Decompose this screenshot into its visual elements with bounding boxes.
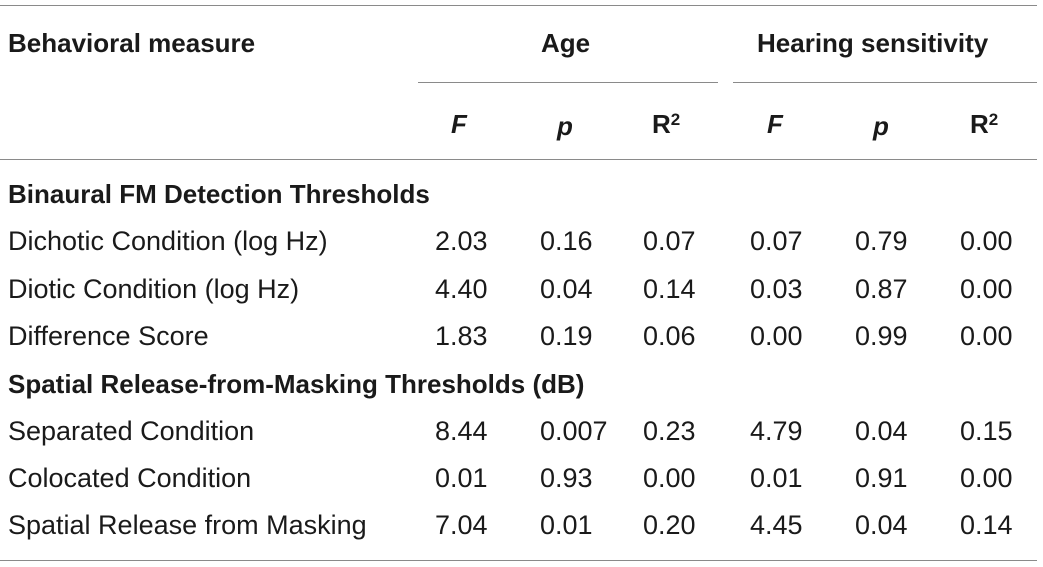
cell-f-age: 8.44	[435, 416, 488, 446]
cell-r2-age: 0.20	[643, 510, 696, 540]
stat-header-f-age: F	[451, 109, 467, 139]
cell-f-hearing: 4.79	[750, 416, 803, 446]
cell-f-age: 1.83	[435, 321, 488, 351]
age-group-rule	[418, 82, 718, 83]
cell-f-hearing: 0.03	[750, 274, 803, 304]
r-superscript: 2	[988, 110, 999, 129]
top-rule	[0, 5, 1037, 6]
row-label: Colocated Condition	[8, 463, 252, 493]
cell-f-hearing: 0.01	[750, 463, 803, 493]
cell-f-hearing: 0.00	[750, 321, 803, 351]
cell-f-age: 2.03	[435, 226, 488, 256]
r-letter: R	[652, 109, 671, 139]
section-title: Spatial Release-from-Masking Thresholds …	[8, 369, 585, 399]
cell-r2-hearing: 0.00	[960, 463, 1013, 493]
cell-r2-age: 0.06	[643, 321, 696, 351]
stat-header-p-age: p	[557, 111, 573, 141]
cell-p-hearing: 0.79	[855, 226, 908, 256]
row-label: Spatial Release from Masking	[8, 510, 367, 540]
cell-p-age: 0.16	[540, 226, 593, 256]
stat-header-f-hearing: F	[767, 109, 783, 139]
cell-p-age: 0.19	[540, 321, 593, 351]
cell-r2-age: 0.00	[643, 463, 696, 493]
stat-header-p-hearing: p	[873, 111, 889, 141]
cell-r2-hearing: 0.00	[960, 321, 1013, 351]
row-label: Difference Score	[8, 321, 209, 351]
cell-r2-age: 0.14	[643, 274, 696, 304]
cell-f-age: 7.04	[435, 510, 488, 540]
bottom-rule	[0, 560, 1037, 561]
cell-p-age: 0.93	[540, 463, 593, 493]
cell-f-hearing: 4.45	[750, 510, 803, 540]
cell-r2-hearing: 0.15	[960, 416, 1013, 446]
cell-p-age: 0.01	[540, 510, 593, 540]
r-letter: R	[970, 109, 989, 139]
cell-r2-hearing: 0.14	[960, 510, 1013, 540]
cell-p-age: 0.007	[540, 416, 608, 446]
stat-header-r2-age: R2	[652, 108, 680, 140]
cell-r2-hearing: 0.00	[960, 226, 1013, 256]
cell-p-age: 0.04	[540, 274, 593, 304]
cell-p-hearing: 0.91	[855, 463, 908, 493]
group-header-age: Age	[541, 28, 591, 58]
cell-f-age: 0.01	[435, 463, 488, 493]
row-label: Diotic Condition (log Hz)	[8, 274, 300, 304]
r-superscript: 2	[670, 110, 681, 129]
cell-p-hearing: 0.04	[855, 510, 908, 540]
cell-r2-age: 0.23	[643, 416, 696, 446]
cell-r2-age: 0.07	[643, 226, 696, 256]
hearing-group-rule	[733, 82, 1037, 83]
column-header-measure: Behavioral measure	[8, 28, 256, 58]
row-label: Separated Condition	[8, 416, 255, 446]
row-label: Dichotic Condition (log Hz)	[8, 226, 328, 256]
cell-f-hearing: 0.07	[750, 226, 803, 256]
stat-header-r2-hearing: R2	[970, 108, 998, 140]
cell-r2-hearing: 0.00	[960, 274, 1013, 304]
cell-p-hearing: 0.87	[855, 274, 908, 304]
cell-p-hearing: 0.04	[855, 416, 908, 446]
group-header-hearing: Hearing sensitivity	[757, 28, 989, 58]
section-title: Binaural FM Detection Thresholds	[8, 179, 430, 209]
cell-p-hearing: 0.99	[855, 321, 908, 351]
cell-f-age: 4.40	[435, 274, 488, 304]
header-rule	[0, 159, 1037, 160]
